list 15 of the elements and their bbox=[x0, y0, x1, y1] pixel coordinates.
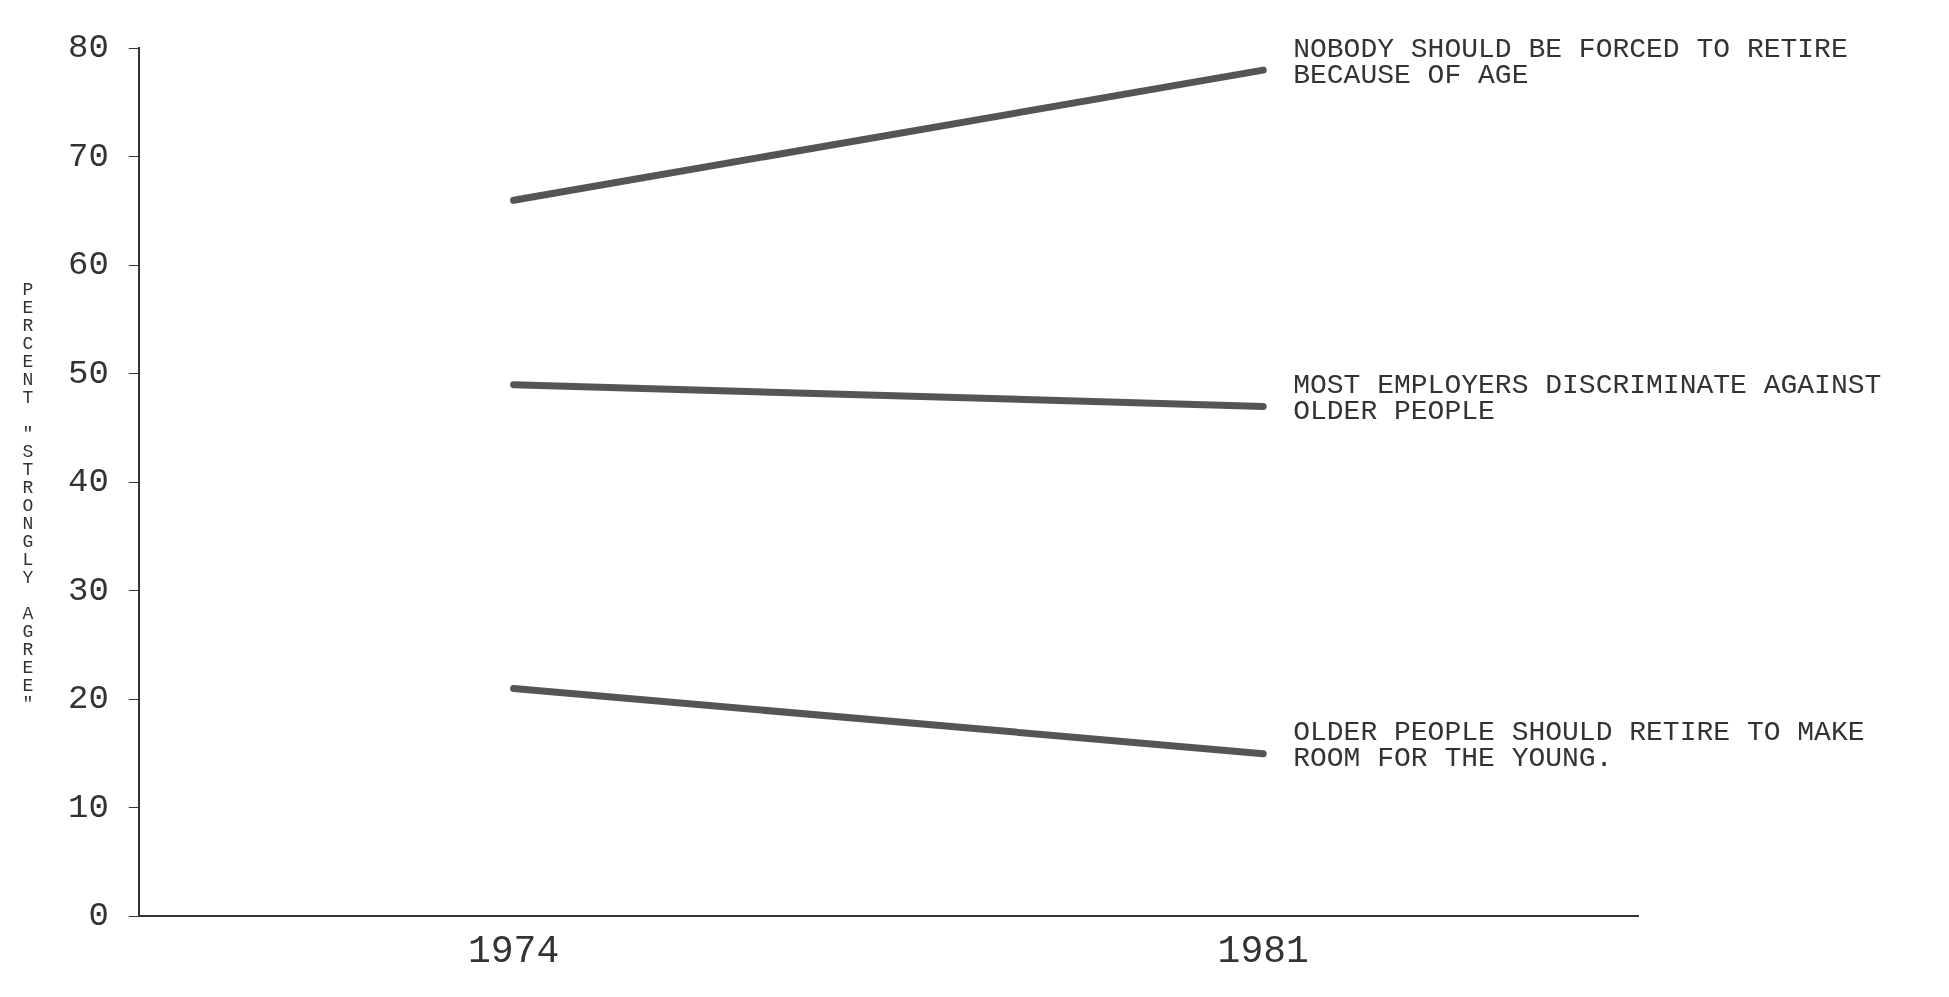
y-tick-label: 80 bbox=[67, 29, 109, 68]
series-label: NOBODY SHOULD BE FORCED TO RETIRE BECAUSE OF AGE bbox=[1293, 33, 1848, 91]
y-tick-label: 10 bbox=[67, 788, 109, 827]
y-tick-label: 70 bbox=[67, 137, 109, 176]
y-tick-label: 20 bbox=[67, 680, 109, 719]
y-tick-label: 30 bbox=[67, 571, 109, 610]
x-tick-label: 1981 bbox=[1217, 930, 1309, 974]
x-tick-label: 1974 bbox=[468, 930, 560, 974]
series-label: OLDER PEOPLE SHOULD RETIRE TO MAKE ROOM FOR THE YOUNG. bbox=[1293, 717, 1865, 775]
series-label: MOST EMPLOYERS DISCRIMINATE AGAINST OLDER PEOPLE bbox=[1293, 369, 1882, 427]
y-axis-title: PERCENT "STRONGLY AGREE" bbox=[17, 279, 38, 712]
y-tick-label: 50 bbox=[67, 354, 109, 393]
y-tick-label: 60 bbox=[67, 246, 109, 285]
y-tick-label: 0 bbox=[88, 897, 109, 936]
y-tick-label: 40 bbox=[67, 463, 109, 502]
